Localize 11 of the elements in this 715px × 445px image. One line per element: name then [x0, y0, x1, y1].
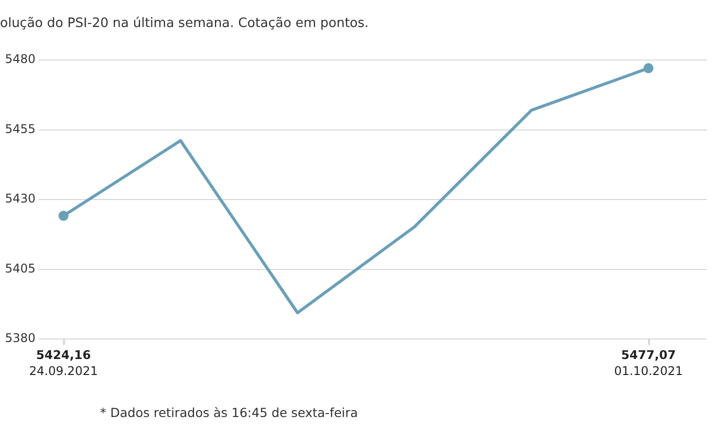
y-tick-label: 5430 [5, 192, 36, 206]
x-tick-label: 01.10.2021 [614, 364, 683, 378]
y-tick-label: 5480 [5, 52, 36, 66]
chart-title: olução do PSI-20 na última semana. Cotação em pontos. [0, 16, 369, 31]
y-tick-label: 5455 [5, 122, 36, 136]
data-label: 5424,16 [36, 348, 91, 362]
data-label: 5477,07 [621, 348, 676, 362]
text: * Dados retirados às 16:45 de sexta-feira [100, 405, 358, 420]
y-tick-label: 5405 [5, 261, 36, 276]
y-tick-label: 5380 [5, 331, 36, 346]
x-tick-label: 24.09.2021 [29, 364, 98, 378]
